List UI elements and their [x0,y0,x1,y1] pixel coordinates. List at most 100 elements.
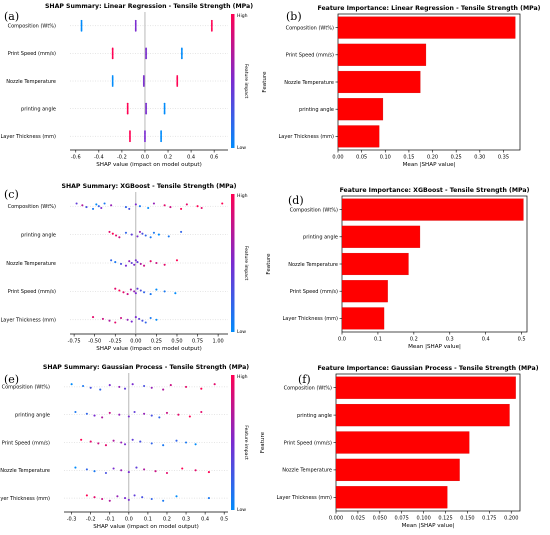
y-tick-label: Layer Thickness (mm) [283,316,339,322]
shap-point [142,75,145,77]
y-tick-label: Nozzle Temperature [284,80,334,86]
shap-point [184,385,188,388]
shap-point [129,130,131,133]
shap-point [114,321,117,324]
x-tick-label: 0.200 [504,516,518,522]
x-tick-label: 0.5 [518,337,526,343]
shap-point [80,24,83,27]
x-tick-label: 0.025 [351,516,365,522]
shap-point [111,85,114,87]
x-tick-label: 0.0 [141,155,149,161]
shap-point [162,499,165,502]
shap-point [111,77,114,80]
shap-point [101,497,104,501]
shap-point [138,317,141,320]
shap-point [147,206,150,210]
bar [341,252,409,276]
shap-point [139,262,142,265]
shap-point [141,232,144,235]
shap-point [200,387,203,390]
shap-point [129,135,131,138]
shap-point [160,130,163,133]
shap-point [177,413,180,416]
shap-point [144,135,146,138]
y-axis-label: Feature [266,253,272,275]
shap-point [135,466,138,469]
shap-point [160,132,163,135]
shap-point [142,77,145,80]
colorbar [231,375,235,510]
y-tick-label: Composition (Wt%) [290,207,338,213]
x-tick-label: 0.75 [192,339,203,345]
shap-point [210,28,213,31]
panel-label: (c) [4,188,19,201]
shap-point [124,264,128,267]
colorbar-high-label: High [237,13,248,19]
shap-point [123,443,127,446]
x-axis-label: Mean |SHAP value| [402,523,455,529]
x-tick-label: 0.50 [171,339,182,345]
bar [341,280,388,303]
shap-point [142,82,145,85]
shap-point [163,112,166,115]
shap-point [213,383,216,386]
shap-point [181,467,184,470]
shap-point [149,293,152,296]
shap-point [144,131,146,134]
bar [335,458,460,482]
shap-point [126,105,129,107]
shap-point [150,386,153,389]
shap-point [119,316,123,320]
shap-point [108,319,111,322]
shap-point [163,290,166,293]
shap-point [175,439,178,442]
shap-point [210,22,213,25]
x-tick-label: -0.4 [94,155,104,161]
shap-point [180,207,183,210]
shap-point [196,205,199,208]
shap-point [89,440,92,443]
feature-label: Composition (Wt%) [2,385,50,391]
shap-point [108,384,111,387]
shap-point [80,21,83,23]
shap-point [130,261,133,265]
shap-point [111,82,114,85]
shap-point [129,137,131,140]
shap-point [145,48,148,51]
shap-point [131,383,134,386]
shap-point [145,52,148,55]
shap-point [184,441,188,444]
shap-point [130,320,133,323]
shap-point [129,131,131,134]
shap-point [116,495,119,498]
shap-point [103,202,106,205]
shap-point [97,442,100,445]
shap-point [210,19,213,22]
feature-label: Composition (Wt%) [8,24,56,30]
shap-point [145,107,148,110]
shap-point [180,57,183,60]
shap-point [155,261,158,265]
shap-point [160,139,163,141]
shap-point [126,106,129,109]
shap-point [80,26,83,28]
colorbar [231,14,235,148]
shap-point [180,56,183,59]
shap-point [141,496,144,499]
x-tick-label: 0.35 [498,155,509,161]
x-tick-label: 0.0 [125,517,133,523]
x-tick-label: 0.075 [395,516,409,522]
shap-point [180,51,183,54]
shap-point [127,498,130,501]
shap-point [80,29,83,32]
panel-f-importance-gaussian-process: (f) Feature Importance: Gaussian Process … [260,365,539,529]
shap-point [145,55,148,57]
shap-point [126,108,129,111]
x-tick-label: 0.2 [410,337,418,343]
shap-point [134,26,137,28]
shap-point [133,290,136,293]
x-axis-label: Mean |SHAP value| [403,162,456,168]
y-tick-label: Composition (Wt%) [284,386,332,392]
feature-label: Layer Thickness (mm) [1,318,57,324]
shap-point [123,497,127,500]
